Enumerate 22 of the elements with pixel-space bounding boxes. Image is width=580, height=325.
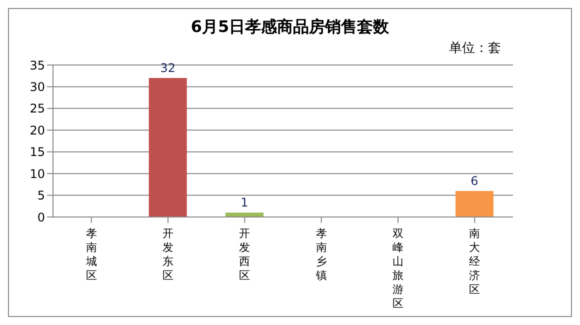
y-tick-label: 20: [30, 123, 45, 138]
x-tick-label: 孝南城区: [84, 227, 97, 282]
bar: [148, 78, 187, 217]
y-tick-label: 0: [37, 210, 45, 224]
x-tick-label: 孝南乡镇: [314, 227, 327, 282]
data-label: 1: [240, 196, 248, 210]
bar: [456, 190, 494, 217]
text: 单位：套: [449, 40, 501, 57]
y-tick-label: 25: [30, 102, 45, 116]
x-tick-label: 双峰山旅游区: [392, 227, 404, 310]
y-tick-label: 35: [30, 58, 45, 72]
data-label: 6: [470, 174, 478, 188]
y-tick-label: 5: [37, 188, 45, 203]
y-tick-label: 30: [30, 80, 45, 94]
data-label: 32: [160, 61, 176, 76]
bar: [226, 212, 264, 217]
x-tick-label: 开发东区: [162, 227, 174, 282]
x-tick-label: 南大经济区: [469, 227, 480, 296]
x-tick-label: 开发西区: [239, 227, 250, 282]
y-tick-label: 10: [30, 166, 45, 181]
y-tick-label: 15: [30, 145, 45, 160]
chart-title: 6月5日孝感商品房销售套数: [190, 17, 390, 38]
